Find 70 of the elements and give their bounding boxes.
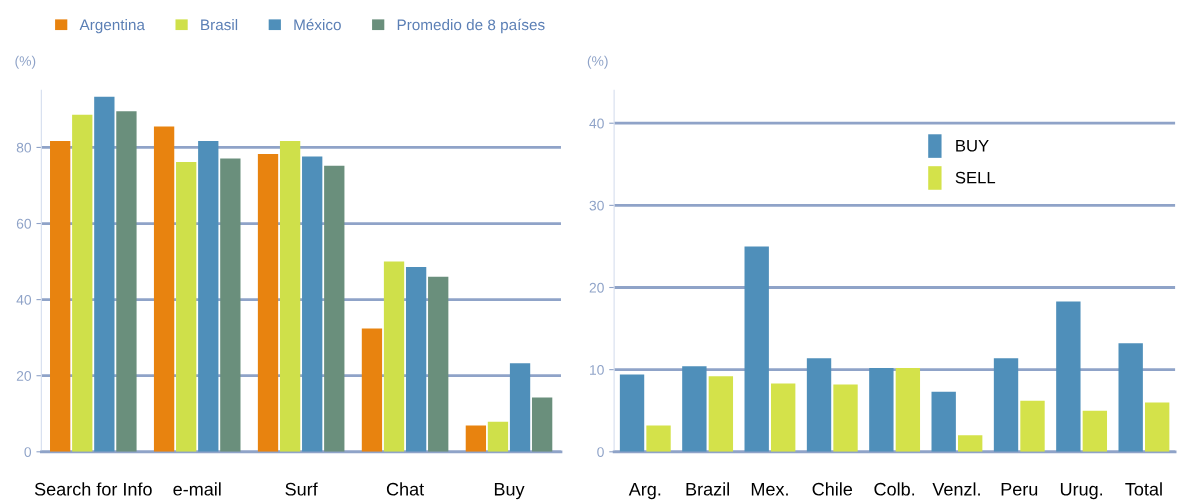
x-tick-label: Chat xyxy=(386,482,425,496)
bar xyxy=(993,358,1019,452)
x-tick-label: Total xyxy=(1125,482,1162,496)
y-axis-title: (%) xyxy=(15,55,36,69)
bar xyxy=(279,140,301,452)
bar xyxy=(302,156,323,452)
x-tick-label: Chile xyxy=(812,482,853,496)
bar xyxy=(383,261,405,452)
bar xyxy=(1144,402,1170,452)
x-tick-label: Surf xyxy=(285,482,318,496)
x-tick-label: Peru xyxy=(1001,483,1038,496)
bar xyxy=(198,140,219,452)
y-tick-label: 10 xyxy=(590,364,604,375)
bar xyxy=(50,140,71,452)
y-tick-label: 60 xyxy=(16,218,32,229)
x-tick-label: Urug. xyxy=(1060,483,1103,500)
bar xyxy=(220,158,241,452)
legend-label: Promedio de 8 países xyxy=(397,18,545,34)
x-tick-label: Buy xyxy=(494,483,525,500)
bar xyxy=(361,328,383,452)
bar xyxy=(405,266,427,452)
bar xyxy=(958,435,983,452)
legend-label: BUY xyxy=(956,139,989,152)
x-tick-label: Arg. xyxy=(628,483,661,500)
bar xyxy=(744,246,769,452)
y-tick-label: 80 xyxy=(16,142,32,153)
x-tick-label: Colb. xyxy=(874,482,915,496)
bar xyxy=(531,397,553,452)
y-axis-title: (%) xyxy=(587,55,608,69)
bar xyxy=(487,421,509,452)
bar xyxy=(646,425,671,452)
bar xyxy=(94,96,115,452)
y-tick-label: 0 xyxy=(597,447,604,457)
bar xyxy=(153,126,175,452)
bar xyxy=(72,114,93,452)
y-tick-label: 40 xyxy=(589,118,604,129)
x-tick-label: e-mail xyxy=(173,482,221,496)
bar xyxy=(931,391,956,452)
legend-label: SELL xyxy=(955,171,996,184)
bar xyxy=(771,383,796,452)
bar xyxy=(682,366,707,452)
bar xyxy=(428,276,449,452)
bar xyxy=(116,111,137,452)
y-tick-label: 30 xyxy=(589,200,604,211)
y-tick-label: 20 xyxy=(16,371,32,381)
bar xyxy=(1082,410,1108,452)
bar xyxy=(465,425,487,452)
bar xyxy=(1056,301,1081,452)
bar xyxy=(708,376,734,452)
bar xyxy=(833,384,858,452)
x-tick-label: Brazil xyxy=(686,482,729,496)
legend-label: Brasil xyxy=(201,19,238,31)
bar xyxy=(619,374,645,452)
y-tick-label: 40 xyxy=(16,294,32,305)
legend-label: México xyxy=(294,18,341,31)
bar xyxy=(509,363,531,452)
y-tick-label: 0 xyxy=(24,447,32,457)
bar xyxy=(1118,343,1143,452)
legend-label: Argentina xyxy=(79,19,145,34)
bar xyxy=(257,153,279,452)
x-tick-label: Venzl. xyxy=(932,482,980,496)
x-tick-label: Search for Info xyxy=(34,482,152,496)
bar xyxy=(869,368,894,452)
bar xyxy=(176,161,197,452)
bar xyxy=(324,165,345,452)
y-tick-label: 20 xyxy=(589,282,604,293)
bar xyxy=(1020,400,1045,452)
bar xyxy=(806,358,832,452)
bar xyxy=(895,368,921,452)
x-tick-label: Mex. xyxy=(751,483,788,496)
